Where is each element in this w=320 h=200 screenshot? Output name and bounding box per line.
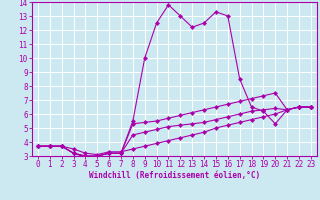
X-axis label: Windchill (Refroidissement éolien,°C): Windchill (Refroidissement éolien,°C) xyxy=(89,171,260,180)
